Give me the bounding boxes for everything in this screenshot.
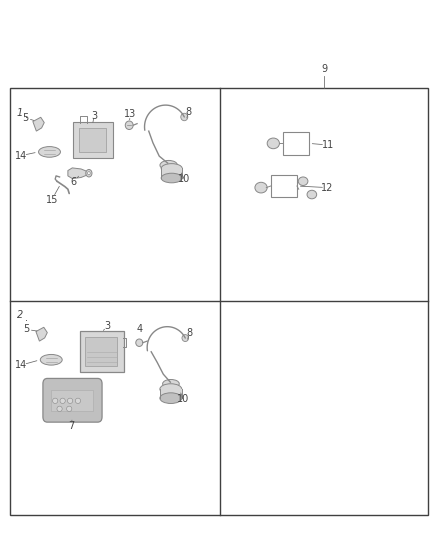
Ellipse shape [298, 177, 308, 185]
Bar [161, 168, 182, 178]
Ellipse shape [181, 113, 188, 120]
Ellipse shape [125, 121, 133, 130]
Ellipse shape [75, 398, 81, 403]
Text: 3: 3 [91, 111, 97, 121]
Ellipse shape [86, 169, 92, 177]
Ellipse shape [136, 339, 143, 346]
Text: 10: 10 [177, 394, 189, 403]
Text: 11: 11 [321, 140, 334, 150]
Text: 3: 3 [104, 321, 110, 331]
Text: 8: 8 [186, 328, 192, 338]
Text: 1: 1 [17, 108, 23, 118]
Ellipse shape [161, 173, 182, 183]
Text: 2: 2 [17, 310, 23, 320]
Bar [79, 128, 106, 152]
Ellipse shape [67, 406, 72, 411]
Text: .: . [25, 313, 28, 323]
Text: .: . [25, 110, 28, 120]
Text: 6: 6 [71, 177, 77, 187]
Ellipse shape [267, 138, 279, 149]
Ellipse shape [162, 379, 179, 388]
Ellipse shape [255, 182, 267, 193]
Bar [160, 389, 182, 398]
Ellipse shape [67, 398, 73, 403]
Text: 7: 7 [68, 422, 74, 431]
Text: 5: 5 [23, 325, 29, 334]
Ellipse shape [40, 354, 62, 365]
Ellipse shape [182, 335, 188, 342]
Polygon shape [68, 168, 86, 179]
Ellipse shape [88, 172, 90, 175]
Polygon shape [36, 327, 47, 341]
Bar [10, 88, 428, 515]
Text: 9: 9 [321, 64, 327, 74]
Ellipse shape [39, 147, 60, 157]
Ellipse shape [307, 190, 317, 199]
Ellipse shape [60, 398, 65, 403]
Ellipse shape [57, 406, 62, 411]
Text: 13: 13 [124, 109, 137, 118]
Text: 14: 14 [15, 360, 27, 370]
Text: 15: 15 [46, 195, 58, 205]
Ellipse shape [160, 384, 182, 394]
Bar [271, 175, 297, 197]
Text: 5: 5 [22, 113, 28, 123]
Polygon shape [33, 117, 44, 131]
Ellipse shape [161, 164, 182, 173]
Text: 8: 8 [185, 107, 191, 117]
Text: 12: 12 [321, 183, 334, 192]
Text: 14: 14 [15, 151, 27, 160]
Ellipse shape [160, 393, 182, 403]
Bar [283, 132, 309, 155]
Bar [85, 337, 117, 366]
FancyBboxPatch shape [43, 378, 102, 422]
Text: 4: 4 [136, 325, 142, 334]
Text: 10: 10 [178, 174, 190, 183]
Ellipse shape [53, 398, 58, 403]
Ellipse shape [160, 160, 177, 170]
FancyBboxPatch shape [73, 122, 113, 158]
Bar [51, 390, 93, 411]
FancyBboxPatch shape [80, 331, 124, 372]
